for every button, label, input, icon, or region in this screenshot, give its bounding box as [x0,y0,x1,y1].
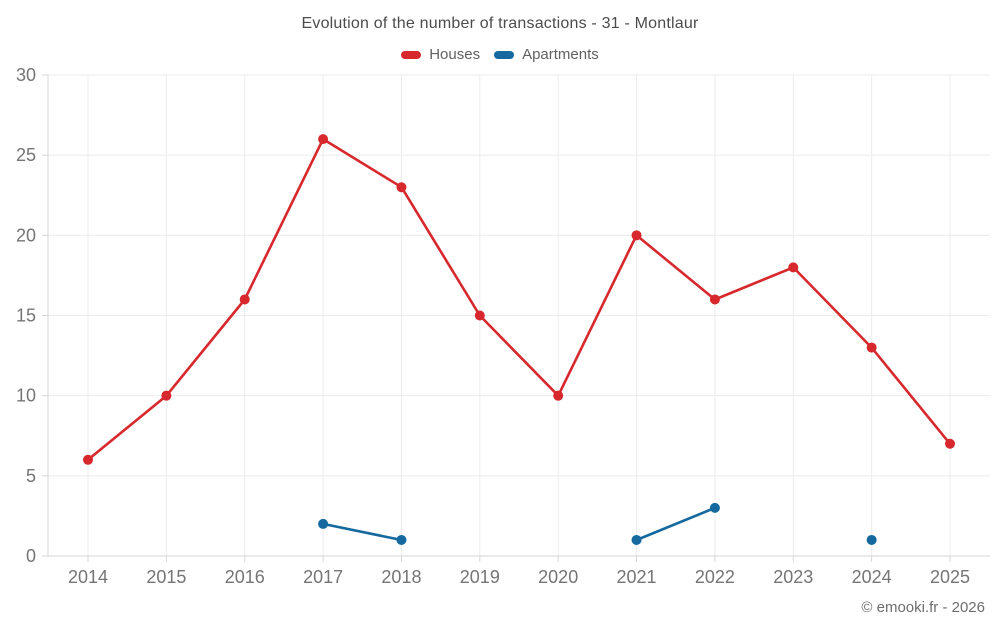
y-tick-label: 15 [16,306,36,326]
x-tick-label: 2014 [68,567,108,587]
data-point-houses-2019[interactable] [474,310,485,321]
legend-item-apartments[interactable]: Apartments [494,46,599,63]
y-tick-label: 25 [16,145,36,165]
data-point-houses-2017[interactable] [318,134,329,145]
data-point-houses-2016[interactable] [239,294,250,305]
x-tick-label: 2023 [773,567,813,587]
chart-title: Evolution of the number of transactions … [301,15,699,32]
data-point-houses-2023[interactable] [788,262,799,273]
series-line-apartments [323,508,872,540]
data-point-apartments-2021[interactable] [631,534,642,545]
y-tick-label: 0 [26,546,36,566]
data-point-apartments-2017[interactable] [318,518,329,529]
x-tick-label: 2016 [225,567,265,587]
data-point-houses-2025[interactable] [945,438,955,449]
y-tick-label: 30 [16,65,36,85]
x-tick-label: 2025 [930,567,970,587]
data-point-houses-2018[interactable] [396,182,407,193]
x-tick-label: 2022 [695,567,735,587]
data-point-houses-2014[interactable] [83,454,93,465]
series-line-houses [86,137,952,462]
data-point-houses-2020[interactable] [553,390,564,401]
data-point-apartments-2024[interactable] [866,534,877,545]
chart-legend: Houses Apartments [0,46,1000,63]
x-tick-label: 2024 [852,567,892,587]
x-tick-label: 2018 [381,567,421,587]
legend-swatch-apartments [494,50,515,59]
x-tick-label: 2020 [538,567,578,587]
x-tick-label: 2015 [146,567,186,587]
y-tick-label: 20 [16,225,36,245]
data-point-apartments-2018[interactable] [396,534,407,545]
copyright-text: © emooki.fr - 2026 [861,599,985,616]
data-point-houses-2022[interactable] [709,294,720,305]
x-tick-label: 2019 [460,567,500,587]
data-point-houses-2015[interactable] [161,390,172,401]
data-point-apartments-2022[interactable] [709,502,720,513]
legend-label-apartments: Apartments [522,46,599,63]
data-point-houses-2024[interactable] [866,342,877,353]
x-tick-label: 2017 [303,567,343,587]
legend-item-houses[interactable]: Houses [401,46,480,63]
x-tick-label: 2021 [617,567,657,587]
y-tick-label: 10 [16,386,36,406]
y-tick-label: 5 [26,466,36,486]
legend-swatch-houses [401,50,422,59]
data-point-houses-2021[interactable] [631,230,642,241]
legend-label-houses: Houses [429,46,481,63]
